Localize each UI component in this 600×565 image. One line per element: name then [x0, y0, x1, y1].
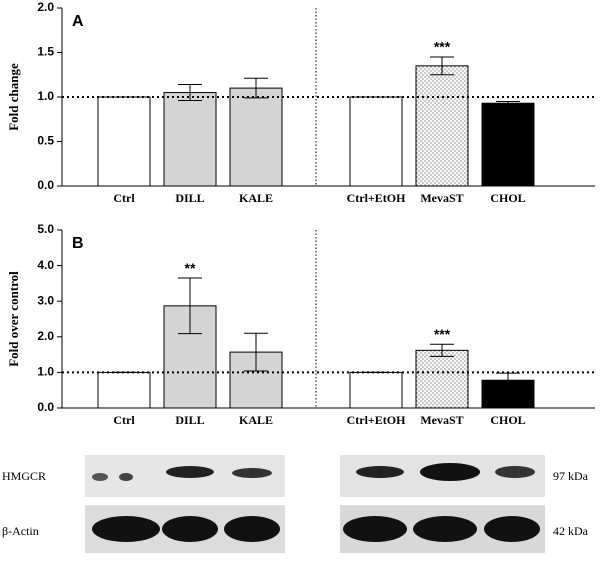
y-tick-label: 1.5 — [37, 45, 54, 59]
bar — [163, 92, 217, 187]
x-tick-label: Ctrl — [113, 191, 135, 205]
significance: ** — [185, 260, 196, 276]
y-tick-label: 0.0 — [37, 178, 54, 192]
y-tick-label: 2.0 — [37, 0, 54, 14]
bar — [229, 351, 283, 409]
y-tick-label: 1.0 — [37, 365, 54, 379]
band — [484, 516, 540, 542]
bar — [229, 87, 283, 187]
y-tick-label: 5.0 — [37, 222, 54, 236]
x-tick-label: Ctrl+EtOH — [347, 191, 406, 205]
y-tick-label: 1.0 — [37, 89, 54, 103]
bar — [349, 96, 403, 187]
panel-label: B — [72, 235, 84, 252]
y-tick-label: 4.0 — [37, 258, 54, 272]
bar — [415, 349, 469, 409]
y-axis-label: Fold over control — [6, 271, 21, 367]
x-tick-label: DILL — [175, 413, 204, 427]
bar — [481, 102, 535, 187]
blot-size: 42 kDa — [553, 524, 589, 538]
band — [92, 516, 160, 542]
blot-label: β-Actin — [2, 524, 39, 538]
x-tick-label: MevaST — [420, 191, 463, 205]
band — [420, 463, 480, 481]
x-tick-label: Ctrl+EtOH — [347, 413, 406, 427]
band — [232, 468, 272, 478]
blot-size: 97 kDa — [553, 469, 589, 483]
x-tick-label: CHOL — [490, 413, 525, 427]
bar — [349, 371, 403, 409]
x-tick-label: KALE — [239, 191, 273, 205]
y-tick-label: 2.0 — [37, 329, 54, 343]
y-axis-label: Fold change — [6, 63, 21, 131]
x-tick-label: Ctrl — [113, 413, 135, 427]
y-tick-label: 0.0 — [37, 400, 54, 414]
blot-label: HMGCR — [2, 469, 46, 483]
panel-label: A — [72, 13, 84, 30]
blot-images — [85, 455, 545, 553]
y-tick-label: 0.5 — [37, 134, 54, 148]
significance: *** — [434, 39, 451, 55]
y-tick-label: 3.0 — [37, 293, 54, 307]
band — [92, 473, 108, 481]
bar — [97, 371, 151, 409]
band — [343, 516, 407, 542]
band — [162, 516, 218, 542]
band — [224, 516, 280, 542]
x-tick-label: DILL — [175, 191, 204, 205]
band — [356, 466, 404, 478]
x-tick-label: KALE — [239, 413, 273, 427]
x-tick-label: CHOL — [490, 191, 525, 205]
band — [495, 466, 535, 478]
x-tick-label: MevaST — [420, 413, 463, 427]
bar — [97, 96, 151, 187]
band — [119, 473, 133, 481]
band — [413, 516, 477, 542]
bar — [415, 65, 469, 187]
significance: *** — [434, 326, 451, 342]
band — [166, 466, 214, 478]
